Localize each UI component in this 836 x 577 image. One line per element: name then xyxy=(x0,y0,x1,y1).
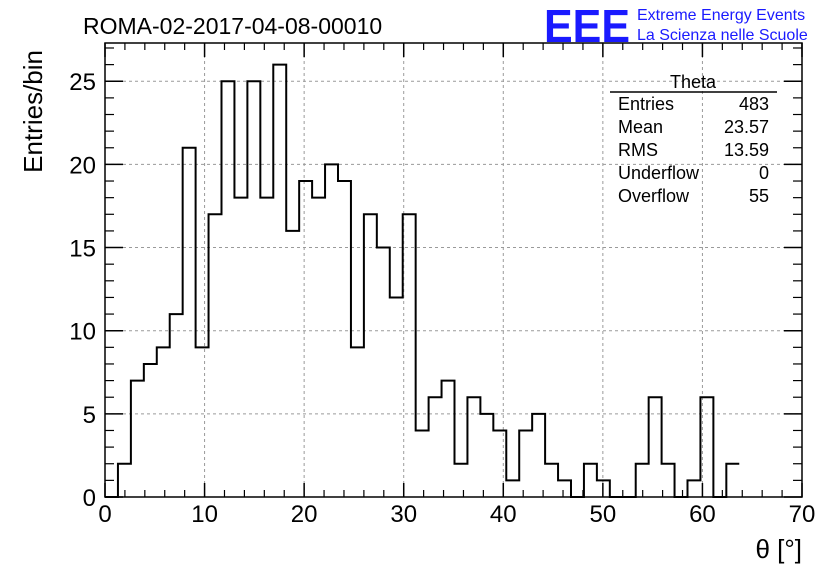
stats-value-rms: 13.59 xyxy=(724,140,769,160)
stats-value-mean: 23.57 xyxy=(724,117,769,137)
y-tick-label: 20 xyxy=(69,152,96,179)
axis-ticks xyxy=(104,43,803,498)
y-tick-label: 15 xyxy=(69,236,96,263)
x-tick-label: 60 xyxy=(689,501,716,528)
stats-value-entries: 483 xyxy=(739,94,769,114)
stats-value-underflow: 0 xyxy=(759,163,769,183)
stats-value-overflow: 55 xyxy=(749,186,769,206)
stats-box: Theta Entries 483 Mean 23.57 RMS 13.59 U… xyxy=(610,72,777,206)
stats-label-rms: RMS xyxy=(618,140,658,160)
plot-frame xyxy=(104,42,803,498)
logo-line-1: Extreme Energy Events xyxy=(637,7,805,24)
y-tick-label: 10 xyxy=(69,319,96,346)
x-tick-label: 50 xyxy=(590,501,617,528)
x-tick-label: 20 xyxy=(291,501,318,528)
x-tick-label: 10 xyxy=(191,501,218,528)
logo-line-2: La Scienza nelle Scuole xyxy=(637,27,808,44)
y-axis-label: Entries/bin xyxy=(18,50,48,173)
x-axis-label: θ [°] xyxy=(755,534,802,564)
stats-label-underflow: Underflow xyxy=(618,163,700,183)
stats-label-entries: Entries xyxy=(618,94,674,114)
run-title: ROMA-02-2017-04-08-00010 xyxy=(83,13,382,39)
y-tick-label: 5 xyxy=(83,402,96,429)
x-tick-label: 30 xyxy=(390,501,417,528)
stats-label-overflow: Overflow xyxy=(618,186,690,206)
stats-title: Theta xyxy=(670,72,717,92)
x-tick-label: 40 xyxy=(490,501,517,528)
x-tick-labels: 0 10 20 30 40 50 60 70 xyxy=(98,501,815,528)
y-tick-labels: 0 5 10 15 20 25 xyxy=(69,69,96,512)
stats-label-mean: Mean xyxy=(618,117,663,137)
x-tick-label: 0 xyxy=(98,501,111,528)
y-tick-label: 0 xyxy=(83,485,96,512)
y-tick-label: 25 xyxy=(69,69,96,96)
eee-logo: EEE xyxy=(544,0,630,52)
x-tick-label: 70 xyxy=(789,501,816,528)
